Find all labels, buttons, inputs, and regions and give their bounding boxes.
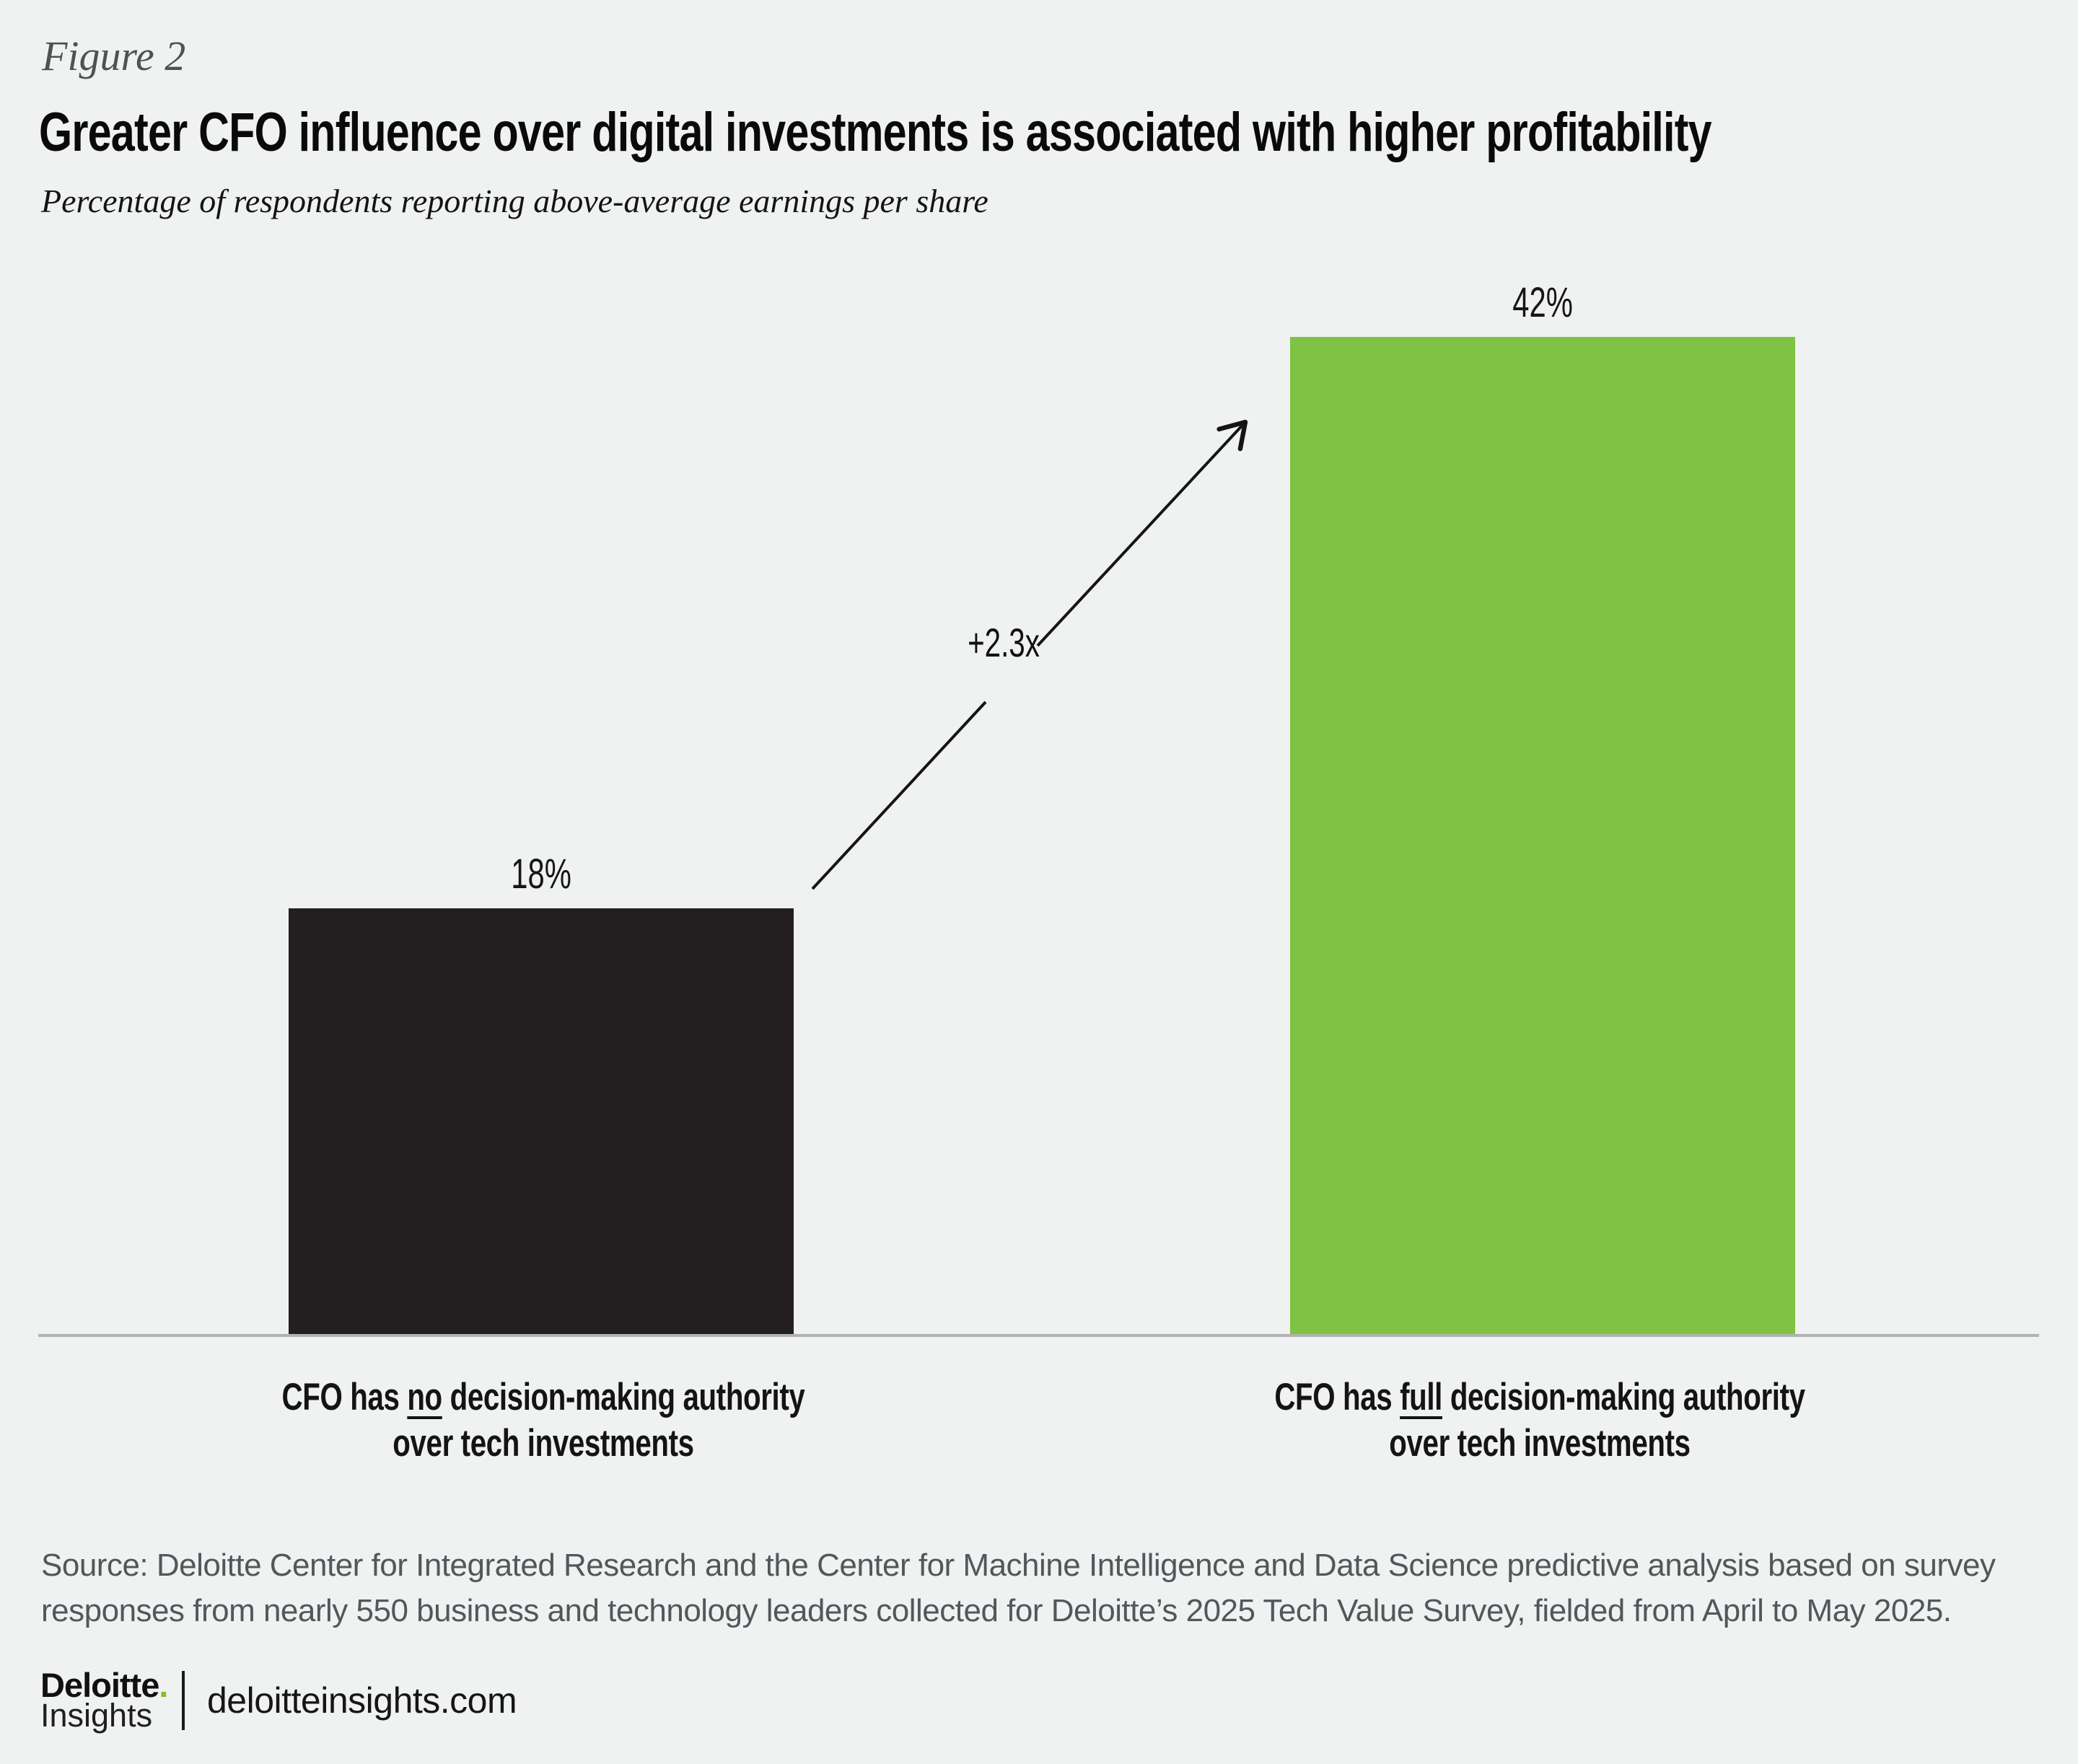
category-label-line2: over tech investments — [393, 1422, 694, 1465]
figure-label: Figure 2 — [42, 32, 186, 79]
value-label-no-authority: 18% — [511, 851, 571, 898]
underlined-word: no — [407, 1376, 442, 1418]
category-label-line1: CFO has full decision-making authority — [1274, 1376, 1805, 1418]
bar-column-no-authority: 18% — [289, 851, 794, 1337]
category-label-line2: over tech investments — [1389, 1422, 1691, 1465]
chart-title: Greater CFO influence over digital inves… — [39, 102, 1712, 163]
bar-full-authority — [1290, 337, 1795, 1337]
value-label-full-authority: 42% — [1512, 279, 1573, 326]
logo-green-dot: . — [159, 1666, 168, 1704]
deloitte-logo: Deloitte. — [40, 1666, 168, 1704]
growth-multiplier-annotation: +2.3x — [968, 620, 1040, 665]
bar-column-full-authority: 42% — [1290, 279, 1795, 1337]
footer-divider — [182, 1671, 185, 1730]
source-line2: responses from nearly 550 business and t… — [41, 1593, 1952, 1628]
source-line1: Source: Deloitte Center for Integrated R… — [41, 1548, 1996, 1583]
deloitte-insights-label: Insights — [40, 1697, 153, 1734]
category-label-line1: CFO has no decision-making authority — [281, 1376, 805, 1418]
bar-no-authority — [289, 908, 794, 1337]
underlined-word: full — [1400, 1376, 1443, 1418]
category-label-no-authority: CFO has no decision-making authority ove… — [275, 1374, 812, 1467]
category-label-full-authority: CFO has full decision-making authority o… — [1271, 1374, 1809, 1467]
site-link[interactable]: deloitteinsights.com — [207, 1680, 517, 1721]
source-note: Source: Deloitte Center for Integrated R… — [41, 1543, 1996, 1633]
bar-chart: 18% 42% +2.3x — [38, 279, 2039, 1337]
chart-subtitle: Percentage of respondents reporting abov… — [41, 183, 988, 219]
x-axis-baseline — [38, 1334, 2039, 1337]
